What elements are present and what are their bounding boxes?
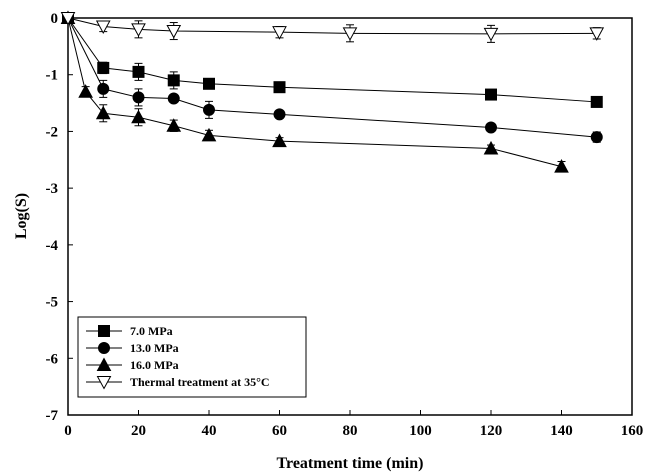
legend-entry: 16.0 MPa xyxy=(86,357,179,372)
data-point xyxy=(95,105,111,120)
data-point xyxy=(167,74,180,87)
data-point xyxy=(131,23,146,37)
data-point xyxy=(166,25,182,39)
y-axis: 0 -1 -2 -3 -4 -5 -6 -7 xyxy=(46,11,73,424)
data-point xyxy=(273,81,286,94)
x-tick-label: 20 xyxy=(131,423,146,439)
legend-items: 7.0 MPa 13.0 MPa 16.0 MPa Thermal treatment… xyxy=(86,324,270,390)
x-tick-label: 120 xyxy=(480,423,503,439)
data-point xyxy=(95,20,111,35)
data-point xyxy=(132,65,145,78)
data-point xyxy=(203,77,215,90)
data-point xyxy=(342,27,358,41)
legend-label: Thermal treatment at 35°C xyxy=(130,375,270,389)
data-point xyxy=(167,92,180,105)
y-tick-label: -5 xyxy=(46,295,59,311)
legend-entry: Thermal treatment at 35°C xyxy=(86,375,270,390)
x-tick-label: 60 xyxy=(272,423,287,439)
x-tick-label: 100 xyxy=(409,423,432,439)
series-line xyxy=(67,17,597,35)
legend-label: 13.0 MPa xyxy=(130,341,179,355)
data-point xyxy=(97,82,110,95)
y-tick-label: -6 xyxy=(46,351,59,367)
legend-marker xyxy=(98,325,110,337)
data-point xyxy=(590,95,603,108)
data-point xyxy=(272,133,287,148)
x-tick-label: 160 xyxy=(621,423,644,439)
data-point xyxy=(589,27,605,41)
x-tick-label: 140 xyxy=(550,423,573,439)
data-point xyxy=(60,12,76,26)
data-point xyxy=(483,27,499,42)
data-point xyxy=(272,26,287,40)
legend-entry: 7.0 MPa xyxy=(86,324,173,338)
x-axis: 0 20 40 60 80 100 120 140 160 xyxy=(64,410,643,439)
x-tick-label: 40 xyxy=(202,423,217,439)
legend-marker xyxy=(96,357,112,371)
data-point xyxy=(131,109,146,124)
data-point xyxy=(483,140,499,155)
data-point xyxy=(78,84,93,98)
series-1 xyxy=(62,12,603,144)
series-0 xyxy=(62,12,603,108)
data-point xyxy=(485,121,497,134)
legend: 7.0 MPa 13.0 MPa 16.0 MPa Thermal treatment… xyxy=(77,316,307,398)
data-point xyxy=(203,103,215,116)
series-layer xyxy=(60,10,605,173)
y-tick-label: -7 xyxy=(46,408,59,424)
series-3 xyxy=(60,12,605,43)
data-point xyxy=(166,118,182,132)
legend-label: 7.0 MPa xyxy=(130,324,173,338)
legend-box xyxy=(77,316,307,398)
data-point xyxy=(201,127,217,142)
data-point xyxy=(554,159,569,173)
x-axis-title: Treatment time (min) xyxy=(277,455,424,472)
y-axis-title: Log(S) xyxy=(13,193,30,239)
y-tick-label: 0 xyxy=(51,11,59,27)
x-tick-label: 80 xyxy=(343,423,358,439)
legend-marker xyxy=(98,342,110,354)
x-tick-label: 0 xyxy=(64,423,72,439)
y-tick-label: -2 xyxy=(46,124,59,140)
y-tick-label: -3 xyxy=(46,181,59,197)
series-line xyxy=(67,17,597,138)
legend-label: 16.0 MPa xyxy=(130,358,179,372)
data-point xyxy=(590,131,603,144)
y-tick-label: -4 xyxy=(46,238,59,254)
data-point xyxy=(273,108,286,121)
legend-marker xyxy=(96,376,112,390)
data-point xyxy=(132,91,145,104)
legend-entry: 13.0 MPa xyxy=(86,341,179,355)
y-tick-label: -1 xyxy=(46,68,59,84)
data-point xyxy=(97,61,110,74)
data-point xyxy=(485,88,497,101)
